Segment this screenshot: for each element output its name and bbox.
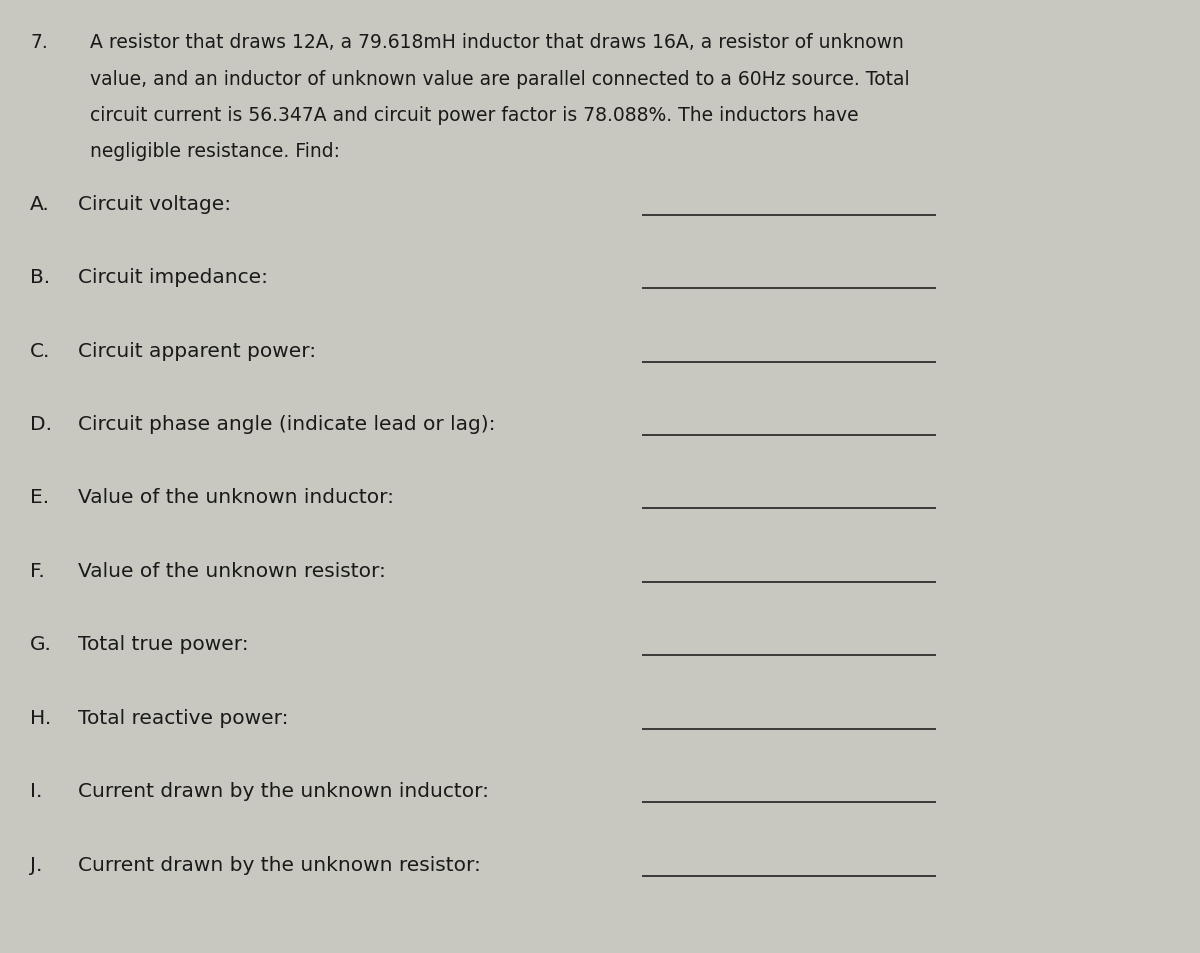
Text: A resistor that draws 12A, a 79.618mH inductor that draws 16A, a resistor of unk: A resistor that draws 12A, a 79.618mH in…: [90, 33, 904, 52]
Text: Circuit phase angle (indicate lead or lag):: Circuit phase angle (indicate lead or la…: [78, 415, 496, 434]
Text: E.: E.: [30, 488, 49, 507]
Text: B.: B.: [30, 268, 50, 287]
Text: Value of the unknown inductor:: Value of the unknown inductor:: [78, 488, 394, 507]
Text: D.: D.: [30, 415, 52, 434]
Text: Current drawn by the unknown inductor:: Current drawn by the unknown inductor:: [78, 781, 490, 801]
Text: Circuit voltage:: Circuit voltage:: [78, 194, 232, 213]
Text: I.: I.: [30, 781, 42, 801]
Text: F.: F.: [30, 561, 44, 580]
Text: A.: A.: [30, 194, 49, 213]
Text: circuit current is 56.347A and circuit power factor is 78.088%. The inductors ha: circuit current is 56.347A and circuit p…: [90, 106, 859, 125]
Text: Total reactive power:: Total reactive power:: [78, 708, 288, 727]
Text: C.: C.: [30, 341, 50, 360]
Text: 7.: 7.: [30, 33, 48, 52]
Text: Circuit impedance:: Circuit impedance:: [78, 268, 268, 287]
Text: Total true power:: Total true power:: [78, 635, 248, 654]
Text: H.: H.: [30, 708, 52, 727]
Text: G.: G.: [30, 635, 52, 654]
Text: J.: J.: [30, 855, 42, 874]
Text: Value of the unknown resistor:: Value of the unknown resistor:: [78, 561, 386, 580]
Text: Current drawn by the unknown resistor:: Current drawn by the unknown resistor:: [78, 855, 481, 874]
Text: Circuit apparent power:: Circuit apparent power:: [78, 341, 316, 360]
Text: value, and an inductor of unknown value are parallel connected to a 60Hz source.: value, and an inductor of unknown value …: [90, 70, 910, 89]
Text: negligible resistance. Find:: negligible resistance. Find:: [90, 142, 340, 161]
